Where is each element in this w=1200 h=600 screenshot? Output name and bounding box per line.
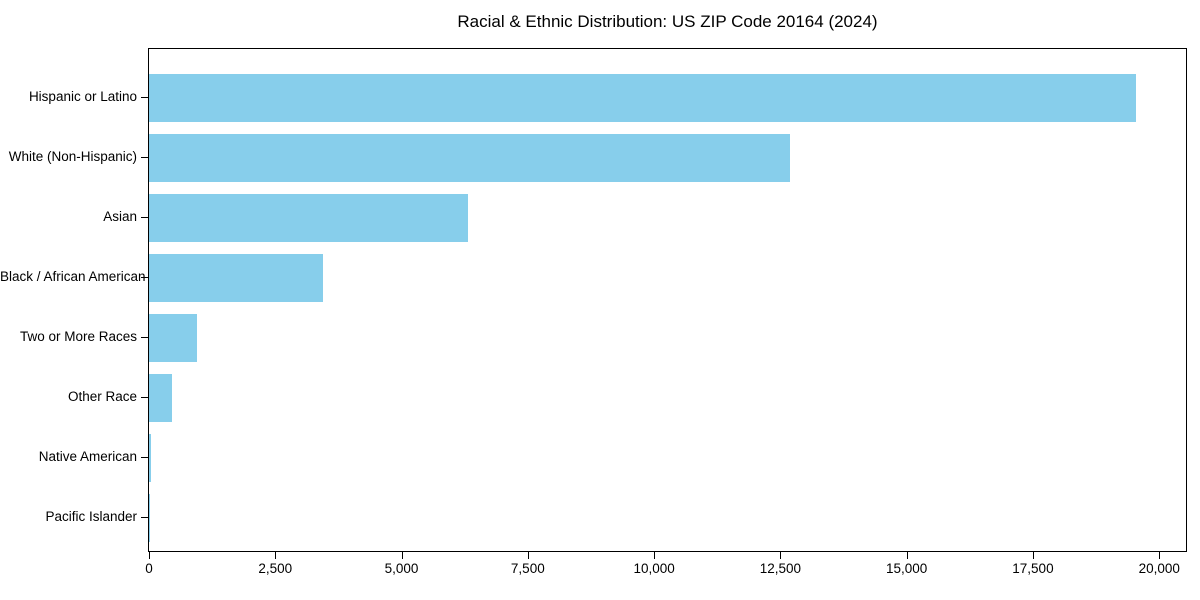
bar-native-american	[149, 434, 151, 482]
y-tick-mark	[141, 457, 148, 458]
y-tick-mark	[141, 517, 148, 518]
x-tick-label: 15,000	[886, 561, 928, 576]
y-axis-label-other-race: Other Race	[67, 389, 137, 404]
y-axis-label-asian: Asian	[103, 209, 137, 224]
bar-black-african-american	[149, 254, 324, 302]
chart-title: Racial & Ethnic Distribution: US ZIP Cod…	[457, 12, 878, 31]
x-tick-mark	[149, 552, 150, 559]
x-tick-label: 5,000	[384, 561, 419, 576]
x-tick-mark	[401, 552, 403, 559]
bar-white-non-hispanic	[149, 134, 791, 182]
x-tick-mark	[1032, 552, 1034, 559]
y-axis-label-native-american: Native American	[38, 449, 137, 464]
bar-two-or-more-races	[149, 314, 197, 362]
y-tick-mark	[141, 337, 148, 338]
x-tick-label: 20,000	[1138, 561, 1180, 576]
x-tick-label: 0	[145, 561, 153, 576]
x-tick-mark	[275, 552, 277, 559]
x-tick-label: 17,500	[1012, 561, 1054, 576]
x-tick-label: 10,000	[633, 561, 675, 576]
bar-other-race	[149, 374, 172, 422]
x-tick-mark	[780, 552, 782, 559]
bar-pacific-islander	[149, 494, 150, 542]
y-axis-label-hispanic-or-latino: Hispanic or Latino	[28, 89, 137, 104]
y-axis-label-two-or-more-races: Two or More Races	[19, 329, 137, 344]
bar-hispanic-or-latino	[149, 74, 1137, 122]
plot-area	[148, 48, 1187, 552]
x-tick-mark	[527, 552, 529, 559]
y-axis-label-white-non-hispanic: White (Non-Hispanic)	[8, 149, 137, 164]
y-axis-label-black-african-american: Black / African American	[0, 269, 146, 284]
bar-asian	[149, 194, 469, 242]
x-tick-mark	[1159, 552, 1161, 559]
y-tick-mark	[141, 157, 148, 158]
x-tick-label: 2,500	[258, 561, 293, 576]
x-tick-mark	[906, 552, 908, 559]
x-tick-label: 12,500	[759, 561, 802, 576]
y-axis-label-pacific-islander: Pacific Islander	[45, 509, 137, 524]
y-tick-mark	[141, 217, 148, 218]
y-tick-mark	[141, 97, 148, 98]
y-tick-mark	[141, 277, 148, 278]
x-tick-mark	[654, 552, 656, 559]
y-tick-mark	[141, 397, 148, 398]
x-tick-label: 7,500	[510, 561, 545, 576]
